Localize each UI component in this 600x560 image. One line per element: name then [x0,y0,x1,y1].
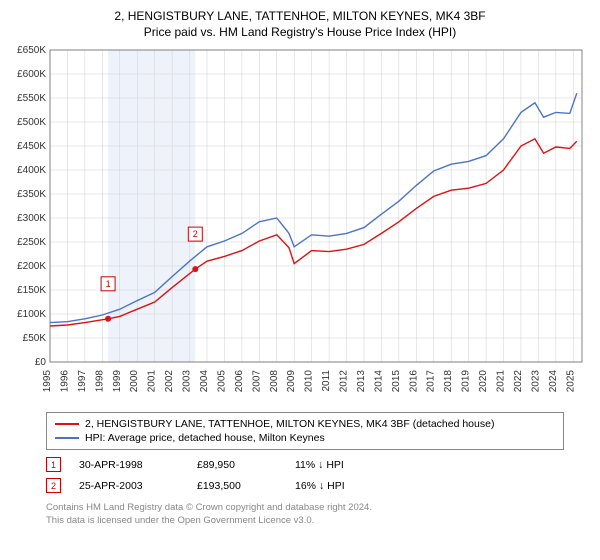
datapoint-pct: 16% ↓ HPI [295,480,345,492]
svg-text:2002: 2002 [164,370,175,393]
svg-text:2022: 2022 [513,370,524,393]
svg-text:1998: 1998 [94,370,105,393]
svg-text:2011: 2011 [321,370,332,392]
svg-text:2013: 2013 [356,370,367,393]
datapoint-table: 1 30-APR-1998 £89,950 11% ↓ HPI 2 25-APR… [46,454,586,496]
svg-text:2021: 2021 [496,370,507,393]
legend-label-blue: HPI: Average price, detached house, Milt… [85,432,325,444]
svg-text:£200K: £200K [17,261,46,272]
svg-text:1996: 1996 [59,370,70,393]
svg-text:2018: 2018 [443,370,454,393]
svg-text:£50K: £50K [23,333,47,344]
datapoint-marker-icon: 2 [46,478,61,493]
datapoint-marker-icon: 1 [46,457,61,472]
svg-text:£600K: £600K [17,69,46,80]
plot-svg: £0 £50K £100K £150K £200K £250K £300K £350K £400… [10,46,590,406]
svg-text:2015: 2015 [391,370,402,393]
svg-text:2008: 2008 [269,370,280,393]
svg-text:£400K: £400K [17,165,46,176]
svg-text:2023: 2023 [530,370,541,393]
svg-text:£650K: £650K [17,46,46,56]
svg-text:2005: 2005 [216,370,227,393]
footer-attribution: Contains HM Land Registry data © Crown c… [46,502,586,527]
svg-text:1997: 1997 [77,370,88,393]
legend-row-red: 2, HENGISTBURY LANE, TATTENHOE, MILTON K… [55,417,555,431]
svg-text:2019: 2019 [461,370,472,393]
svg-text:2012: 2012 [339,370,350,393]
svg-text:2: 2 [193,229,198,239]
svg-text:2009: 2009 [286,370,297,393]
legend-swatch-blue [55,437,79,439]
footer-line-2: This data is licensed under the Open Gov… [46,515,586,527]
svg-text:2016: 2016 [408,370,419,393]
svg-text:£300K: £300K [17,213,46,224]
svg-text:£100K: £100K [17,309,46,320]
datapoint-price: £193,500 [197,480,277,492]
svg-text:£250K: £250K [17,237,46,248]
datapoint-row: 2 25-APR-2003 £193,500 16% ↓ HPI [46,475,586,496]
datapoint-row: 1 30-APR-1998 £89,950 11% ↓ HPI [46,454,586,475]
datapoint-pct: 11% ↓ HPI [295,459,344,471]
svg-text:1995: 1995 [42,370,53,393]
svg-text:2014: 2014 [373,370,384,393]
datapoint-price: £89,950 [197,459,277,471]
svg-text:£500K: £500K [17,117,46,128]
svg-text:1: 1 [106,279,111,289]
svg-text:1999: 1999 [112,370,123,393]
chart-titles: 2, HENGISTBURY LANE, TATTENHOE, MILTON K… [10,8,590,40]
legend-label-red: 2, HENGISTBURY LANE, TATTENHOE, MILTON K… [85,418,494,430]
chart-container: 2, HENGISTBURY LANE, TATTENHOE, MILTON K… [0,0,600,533]
chart-plot: £0 £50K £100K £150K £200K £250K £300K £350K £400… [10,46,590,406]
datapoint-date: 25-APR-2003 [79,480,179,492]
svg-text:2010: 2010 [304,370,315,393]
legend-row-blue: HPI: Average price, detached house, Milt… [55,431,555,445]
title-line-1: 2, HENGISTBURY LANE, TATTENHOE, MILTON K… [10,8,590,24]
svg-text:£350K: £350K [17,189,46,200]
svg-text:2025: 2025 [565,370,576,393]
svg-text:2001: 2001 [147,370,158,393]
svg-text:2003: 2003 [182,370,193,393]
legend-swatch-red [55,423,79,425]
title-line-2: Price paid vs. HM Land Registry's House … [10,24,590,40]
footer-line-1: Contains HM Land Registry data © Crown c… [46,502,586,514]
svg-text:£550K: £550K [17,93,46,104]
legend: 2, HENGISTBURY LANE, TATTENHOE, MILTON K… [46,412,564,450]
svg-text:2004: 2004 [199,370,210,393]
svg-text:2020: 2020 [478,370,489,393]
svg-text:2000: 2000 [129,370,140,393]
svg-text:£0: £0 [35,357,47,368]
svg-text:2007: 2007 [251,370,262,393]
svg-text:2006: 2006 [234,370,245,393]
svg-text:2024: 2024 [548,370,559,393]
svg-text:£150K: £150K [17,285,46,296]
datapoint-date: 30-APR-1998 [79,459,179,471]
svg-text:2017: 2017 [426,370,437,393]
svg-text:£450K: £450K [17,141,46,152]
